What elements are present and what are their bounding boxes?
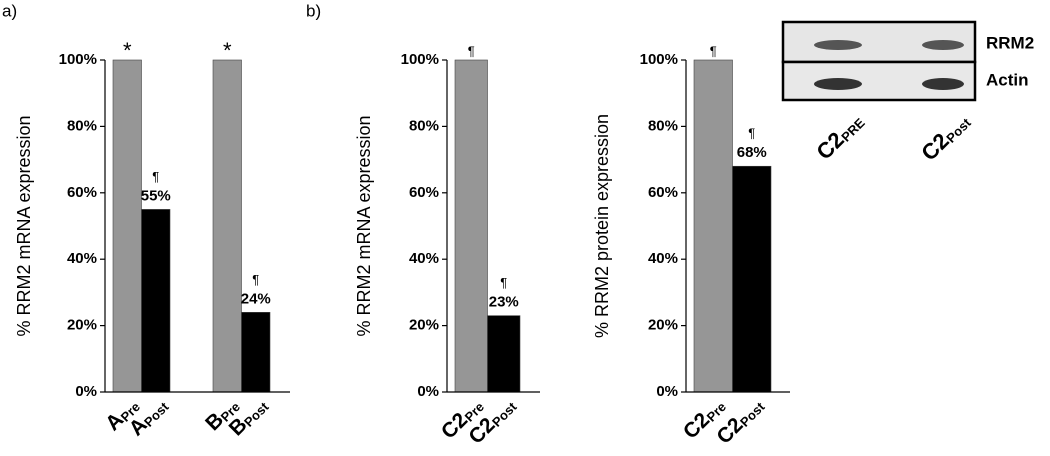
category-sub: Post bbox=[489, 399, 520, 430]
significance-marker: * bbox=[223, 38, 232, 63]
significance-marker: ¶ bbox=[748, 126, 755, 141]
category-sub: Post bbox=[141, 399, 172, 430]
y-tick-label: 20% bbox=[67, 317, 97, 334]
y-axis-title: % RRM2 mRNA expression bbox=[354, 115, 374, 336]
bar bbox=[454, 59, 488, 393]
value-label: 24% bbox=[241, 290, 271, 307]
lane-label: C2Post bbox=[916, 107, 974, 165]
y-tick-label: 100% bbox=[640, 51, 678, 68]
panel-label: b) bbox=[306, 1, 321, 20]
y-tick-label: 20% bbox=[409, 317, 439, 334]
band bbox=[922, 40, 964, 50]
lane-label: C2PRE bbox=[811, 108, 868, 165]
significance-marker: * bbox=[123, 38, 132, 63]
y-axis-title: % RRM2 mRNA expression bbox=[14, 115, 34, 336]
category-sub: Post bbox=[737, 399, 768, 430]
bar bbox=[693, 59, 733, 393]
bar bbox=[141, 209, 171, 393]
significance-marker: ¶ bbox=[152, 169, 159, 184]
y-tick-label: 100% bbox=[401, 51, 439, 68]
y-tick-label: 40% bbox=[409, 250, 439, 267]
band bbox=[814, 78, 862, 90]
bar bbox=[112, 59, 142, 393]
y-tick-label: 100% bbox=[59, 51, 97, 68]
y-axis-title: % RRM2 protein expression bbox=[592, 114, 612, 338]
y-tick-label: 80% bbox=[67, 117, 97, 134]
band bbox=[922, 78, 964, 90]
value-label: 55% bbox=[141, 187, 171, 204]
significance-marker: ¶ bbox=[252, 272, 259, 287]
panel-label: a) bbox=[2, 1, 17, 20]
bar bbox=[732, 165, 772, 393]
category-sub: Post bbox=[241, 399, 272, 430]
x-tick-label: C2Post bbox=[712, 393, 768, 449]
value-label: 68% bbox=[737, 144, 767, 161]
bar bbox=[212, 59, 242, 393]
y-tick-label: 60% bbox=[67, 184, 97, 201]
significance-marker: ¶ bbox=[710, 43, 717, 58]
blot-row-label: Actin bbox=[986, 70, 1029, 89]
blot-row-label: RRM2 bbox=[986, 33, 1034, 52]
y-tick-label: 20% bbox=[648, 317, 678, 334]
significance-marker: ¶ bbox=[468, 43, 475, 58]
y-tick-label: 0% bbox=[75, 383, 97, 400]
y-tick-label: 0% bbox=[656, 383, 678, 400]
y-tick-label: 60% bbox=[409, 184, 439, 201]
y-tick-label: 80% bbox=[409, 117, 439, 134]
bar bbox=[241, 312, 271, 393]
y-tick-label: 40% bbox=[67, 250, 97, 267]
value-label: 23% bbox=[489, 294, 519, 311]
y-tick-label: 0% bbox=[417, 383, 439, 400]
band bbox=[814, 40, 862, 50]
western-blot: RRM2 Actin C2PRE C2Post bbox=[781, 20, 1034, 165]
y-tick-label: 40% bbox=[648, 250, 678, 267]
y-tick-label: 80% bbox=[648, 117, 678, 134]
significance-marker: ¶ bbox=[500, 275, 507, 290]
y-tick-label: 60% bbox=[648, 184, 678, 201]
bar bbox=[487, 315, 521, 393]
